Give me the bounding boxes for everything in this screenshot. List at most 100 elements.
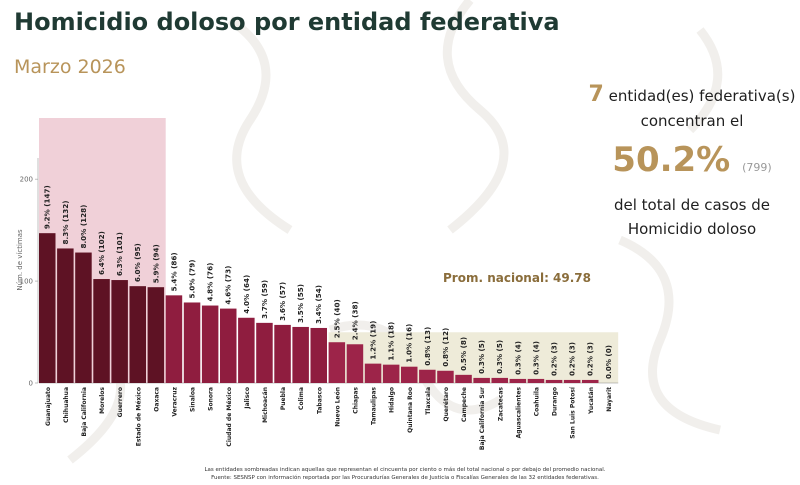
data-label: 0.3% (5) (477, 340, 486, 374)
category-label: Aguascalientes (515, 387, 522, 439)
bar (310, 327, 327, 383)
category-label: Estado de México (135, 387, 142, 446)
summary-total-text: del total de casos de (613, 196, 771, 214)
data-label: 8.3% (132) (61, 200, 70, 244)
y-tick-label: 100 (20, 278, 33, 286)
summary-count-text: entidad(es) federativa(s) (608, 87, 796, 105)
bar (57, 248, 74, 383)
bar (527, 378, 545, 383)
category-label: Colima (298, 387, 305, 410)
bar (346, 344, 364, 383)
bar (292, 326, 309, 383)
data-label: 5.0% (79) (188, 259, 197, 298)
summary-percent-cases: (799) (742, 161, 772, 174)
bar (455, 374, 472, 383)
bar (328, 342, 346, 383)
bar (220, 308, 237, 383)
data-label: 5.4% (86) (169, 252, 178, 291)
y-tick-label: 0 (29, 380, 33, 388)
bar (75, 252, 92, 383)
bar (582, 379, 599, 383)
data-label: 0.3% (4) (531, 341, 540, 375)
bar (419, 369, 436, 383)
category-label: Hidalgo (389, 387, 396, 413)
data-label: 0.2% (3) (568, 342, 577, 376)
data-label: 0.3% (5) (495, 340, 504, 374)
data-label: 0.8% (12) (441, 328, 450, 367)
category-label: Zacatecas (497, 387, 504, 422)
category-label: Ciudad de México (226, 387, 233, 447)
category-label: Sinaloa (190, 387, 197, 412)
data-label: 6.3% (101) (115, 232, 124, 276)
data-label: 0.2% (3) (550, 342, 559, 376)
data-label: 0.3% (4) (513, 341, 522, 375)
summary-count-line: 7 entidad(es) federativa(s) (586, 82, 798, 109)
category-label: Baja California (81, 387, 88, 436)
category-label: Tamaulipas (371, 387, 378, 425)
bar (491, 377, 508, 383)
data-label: 2.5% (40) (332, 299, 341, 338)
category-label: Jalisco (244, 387, 251, 410)
category-label: Guanajuato (45, 387, 52, 426)
bar (509, 378, 527, 383)
bar (129, 286, 146, 383)
data-label: 5.9% (94) (151, 244, 160, 283)
page-title: Homicidio doloso por entidad federativa (14, 8, 560, 36)
data-label: 3.7% (59) (260, 280, 269, 319)
data-label: 2.4% (38) (350, 301, 359, 340)
y-tick-label: 200 (20, 176, 33, 184)
data-label: 0.5% (8) (459, 337, 468, 371)
category-label: Guerrero (117, 387, 124, 417)
y-axis-label: Núm. de víctimas (16, 229, 24, 291)
footnote-line-1: Las entidades sombreadas indican aquella… (204, 467, 606, 473)
data-label: 1.0% (16) (405, 324, 414, 363)
category-label: Quintana Roo (407, 387, 414, 433)
category-label: San Luis Potosí (570, 386, 577, 439)
data-label: 3.5% (55) (296, 284, 305, 323)
data-label: 3.4% (54) (314, 285, 323, 324)
data-label: 6.0% (95) (133, 243, 142, 282)
category-label: Michoacán (262, 387, 269, 423)
data-label: 4.6% (73) (224, 266, 233, 305)
bar (238, 317, 255, 383)
summary-percent-line: 50.2% (799) (586, 135, 798, 193)
category-label: Coahuila (533, 387, 540, 416)
bar (183, 302, 201, 383)
data-label: 0.2% (3) (586, 342, 595, 376)
category-label: Durango (552, 387, 559, 416)
summary-crime-text: Homicidio doloso (627, 220, 757, 238)
category-label: Veracruz (171, 386, 178, 416)
bar (401, 366, 418, 383)
data-label: 8.0% (128) (79, 205, 88, 249)
bar (382, 364, 400, 383)
bar (437, 370, 454, 383)
bar (563, 379, 581, 383)
category-label: Tlaxcala (425, 387, 432, 415)
category-label: Yucatán (588, 387, 595, 415)
bar (545, 379, 563, 383)
summary-percent: 50.2% (612, 140, 731, 180)
data-label: 1.1% (18) (387, 322, 396, 361)
summary-panel: 7 entidad(es) federativa(s) concentran e… (586, 82, 798, 241)
category-label: Sonora (208, 387, 215, 411)
bar (256, 322, 273, 383)
summary-count: 7 (588, 82, 604, 107)
bar (147, 287, 165, 383)
bar (111, 280, 128, 383)
category-label: Chiapas (352, 387, 359, 414)
category-label: Baja California Sur (479, 387, 486, 450)
average-label: Prom. nacional: 49.78 (443, 271, 591, 285)
category-label: Nuevo León (334, 387, 341, 427)
data-label: 0.0% (0) (604, 345, 613, 379)
page-subtitle: Marzo 2026 (14, 56, 126, 78)
data-label: 0.8% (13) (423, 327, 432, 366)
data-label: 3.6% (57) (278, 282, 287, 321)
bar (165, 295, 183, 383)
bar (93, 279, 110, 383)
category-label: Querétaro (443, 387, 450, 421)
category-label: Nayarit (606, 387, 613, 412)
category-label: Morelos (99, 387, 106, 414)
category-label: Campeche (461, 387, 468, 422)
data-label: 6.4% (102) (97, 231, 106, 275)
